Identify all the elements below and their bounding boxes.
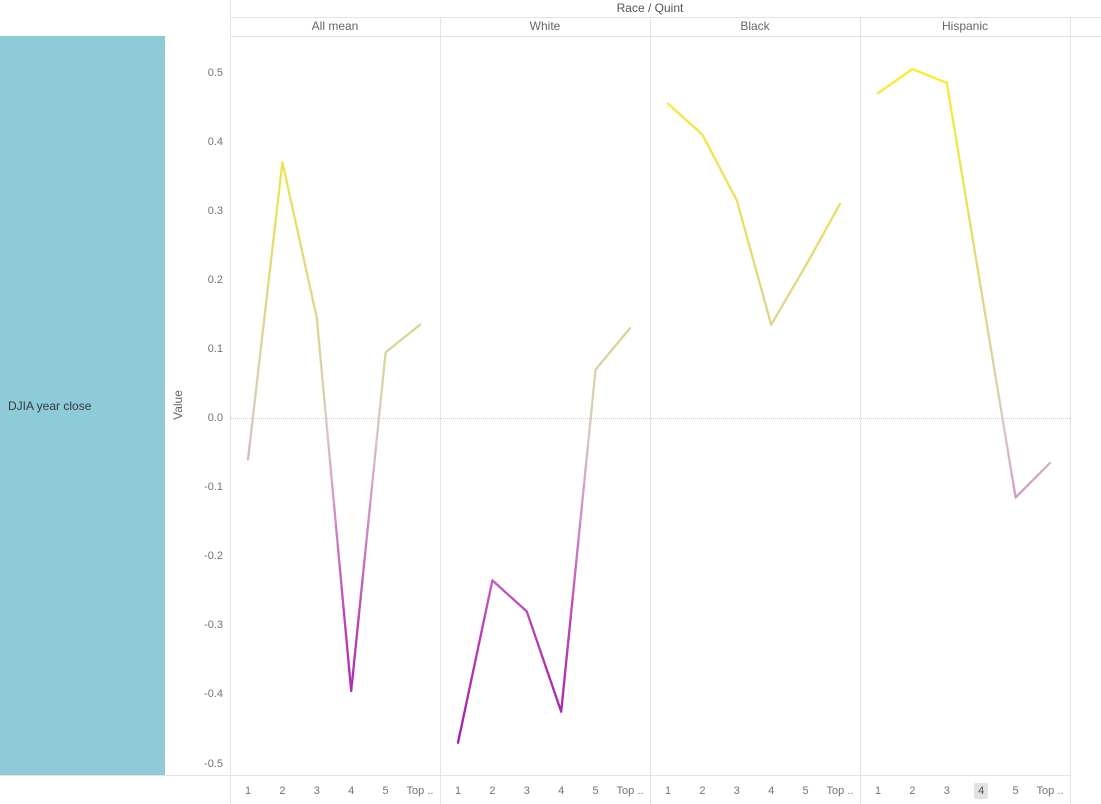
axis-left-border	[230, 0, 231, 804]
plot-bottom-border	[0, 775, 1070, 776]
column-header-black[interactable]: Black	[740, 19, 770, 33]
x-tick-label[interactable]: 3	[943, 785, 950, 797]
column-headers: All mean White Black Hispanic	[230, 17, 1070, 36]
x-tick-label[interactable]: 4	[558, 785, 565, 797]
panel-divider	[440, 17, 441, 804]
x-tick-label[interactable]: 4	[348, 785, 355, 797]
x-tick-label[interactable]: 1	[664, 785, 672, 797]
row-label: DJIA year close	[8, 398, 92, 413]
panel-black	[650, 36, 860, 775]
x-tick-label[interactable]: 3	[733, 785, 740, 797]
x-labels-black: 1 2 3 4 5 Top ..	[650, 775, 860, 804]
x-tick-label[interactable]: Top ..	[826, 785, 854, 797]
y-tick-label: 0.0	[207, 412, 223, 424]
y-axis-ticks: 0.5 0.4 0.3 0.2 0.1 0.0 -0.1 -0.2 -0.3 -0.4 -0.5	[186, 0, 226, 804]
row-cell-djia-year-close[interactable]: DJIA year close	[0, 36, 165, 775]
zero-reference-line	[440, 418, 650, 419]
x-tick-label[interactable]: 5	[802, 785, 809, 797]
y-tick-label: -0.1	[204, 481, 223, 494]
x-tick-label[interactable]: Top ..	[616, 785, 644, 797]
chart-panels	[230, 36, 1070, 775]
column-header-hispanic[interactable]: Hispanic	[941, 19, 989, 33]
x-tick-label[interactable]: 2	[909, 785, 916, 797]
x-tick-label[interactable]: 5	[382, 785, 389, 797]
x-tick-label[interactable]: 5	[1012, 785, 1019, 797]
panel-white	[440, 36, 650, 775]
zero-reference-line	[650, 418, 860, 419]
x-axis: 1 2 3 4 5 Top .. 1 2 3 4 5 Top .. 1 2 3 4 5 Top .. 1 2 3 4 5 To…	[230, 775, 1070, 804]
line-mark-all-mean[interactable]	[230, 36, 440, 775]
x-tick-label[interactable]: 5	[592, 785, 599, 797]
zero-reference-line	[860, 418, 1070, 419]
facet-title: Race / Quint	[616, 1, 684, 15]
panel-hispanic	[860, 36, 1070, 775]
column-header-all-mean[interactable]: All mean	[311, 19, 359, 33]
column-header-white[interactable]: White	[529, 19, 561, 33]
x-tick-label[interactable]: 3	[313, 785, 320, 797]
y-tick-label: -0.3	[204, 619, 223, 632]
panel-all-mean	[230, 36, 440, 775]
zero-reference-line	[230, 418, 440, 419]
x-tick-label[interactable]: 2	[279, 785, 286, 797]
x-labels-all-mean: 1 2 3 4 5 Top ..	[230, 775, 440, 804]
y-tick-label: 0.2	[207, 273, 223, 286]
y-tick-label: -0.2	[204, 550, 223, 563]
x-tick-label[interactable]: Top ..	[1036, 785, 1064, 797]
x-tick-label[interactable]: 1	[244, 785, 252, 797]
x-tick-label[interactable]: 3	[523, 785, 530, 797]
y-tick-label: 0.3	[207, 204, 223, 217]
plot-top-border	[230, 36, 1101, 37]
x-tick-label[interactable]: 2	[699, 785, 706, 797]
line-mark-white[interactable]	[440, 36, 650, 775]
plot-right-border	[1070, 17, 1071, 804]
x-tick-label[interactable]: 1	[454, 785, 462, 797]
header-divider	[230, 17, 1101, 18]
x-labels-white: 1 2 3 4 5 Top ..	[440, 775, 650, 804]
x-tick-label[interactable]: Top ..	[406, 785, 434, 797]
x-tick-label[interactable]: 2	[489, 785, 496, 797]
y-tick-label: 0.4	[207, 135, 223, 148]
y-tick-label: -0.5	[204, 757, 223, 770]
x-tick-label[interactable]: 1	[874, 785, 882, 797]
x-labels-hispanic: 1 2 3 4 5 Top ..	[860, 775, 1070, 804]
y-tick-label: 0.5	[207, 66, 223, 79]
x-tick-label[interactable]: 4	[974, 783, 989, 799]
line-mark-black[interactable]	[650, 36, 860, 775]
y-tick-label: -0.4	[204, 688, 223, 701]
y-tick-label: 0.1	[207, 342, 223, 355]
x-tick-label[interactable]: 4	[768, 785, 775, 797]
panel-divider	[860, 17, 861, 804]
line-mark-hispanic[interactable]	[860, 36, 1070, 775]
panel-divider	[650, 17, 651, 804]
